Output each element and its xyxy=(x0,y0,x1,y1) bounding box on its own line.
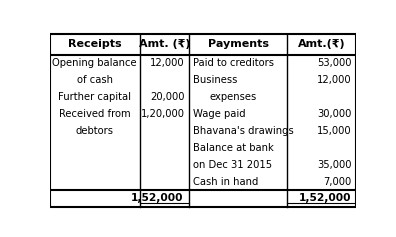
Text: Paid to creditors: Paid to creditors xyxy=(193,58,274,68)
Text: Balance at bank: Balance at bank xyxy=(193,143,274,153)
Text: Opening balance: Opening balance xyxy=(52,58,137,68)
Text: 35,000: 35,000 xyxy=(317,160,352,170)
Text: of cash: of cash xyxy=(77,75,113,85)
Text: Amt. (₹): Amt. (₹) xyxy=(139,39,190,49)
Text: 12,000: 12,000 xyxy=(150,58,185,68)
Text: Bhavana's drawings: Bhavana's drawings xyxy=(193,126,293,136)
Text: 1,52,000: 1,52,000 xyxy=(299,193,352,203)
Text: Amt.(₹): Amt.(₹) xyxy=(298,39,346,49)
Text: expenses: expenses xyxy=(210,92,257,102)
Text: Cash in hand: Cash in hand xyxy=(193,177,258,187)
Text: 53,000: 53,000 xyxy=(317,58,352,68)
Text: Received from: Received from xyxy=(59,109,131,119)
Text: Receipts: Receipts xyxy=(68,39,122,49)
Text: on Dec 31 2015: on Dec 31 2015 xyxy=(193,160,272,170)
Text: 12,000: 12,000 xyxy=(317,75,352,85)
Text: Payments: Payments xyxy=(208,39,269,49)
Text: debtors: debtors xyxy=(76,126,114,136)
Text: Wage paid: Wage paid xyxy=(193,109,246,119)
Text: Further capital: Further capital xyxy=(58,92,131,102)
Text: 30,000: 30,000 xyxy=(318,109,352,119)
Text: 1,20,000: 1,20,000 xyxy=(141,109,185,119)
Text: 20,000: 20,000 xyxy=(150,92,185,102)
Text: Business: Business xyxy=(193,75,237,85)
Text: 15,000: 15,000 xyxy=(317,126,352,136)
Text: 1,52,000: 1,52,000 xyxy=(131,193,183,203)
Text: 7,000: 7,000 xyxy=(324,177,352,187)
